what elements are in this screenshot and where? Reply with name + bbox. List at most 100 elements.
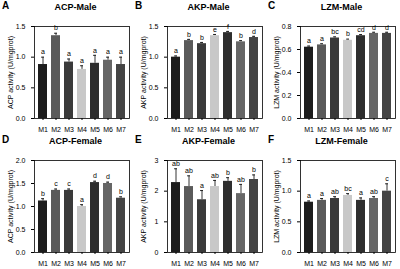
svg-text:3: 3 [155,157,159,164]
svg-text:M7: M7 [249,260,259,267]
svg-text:M4: M4 [210,260,220,267]
svg-text:1.0: 1.0 [16,203,26,210]
svg-text:0.5: 0.5 [16,84,26,91]
svg-text:M5: M5 [223,126,233,133]
svg-text:M4: M4 [210,126,220,133]
svg-text:0.0: 0.0 [149,115,159,122]
svg-text:a: a [174,47,178,54]
svg-text:0.0: 0.0 [16,115,26,122]
svg-text:d: d [106,173,110,180]
svg-text:a: a [307,37,311,44]
svg-text:M2: M2 [317,126,327,133]
svg-text:a: a [320,190,324,197]
svg-text:c: c [67,180,71,187]
svg-text:M5: M5 [90,126,100,133]
svg-text:c: c [385,175,389,182]
svg-text:M2: M2 [51,126,61,133]
svg-text:M7: M7 [382,126,392,133]
svg-text:a: a [359,189,363,196]
svg-text:a: a [80,196,84,203]
svg-text:1.0: 1.0 [282,187,292,194]
svg-text:M6: M6 [103,260,113,267]
svg-text:bc: bc [344,185,352,192]
svg-text:0.2: 0.2 [282,92,292,99]
svg-text:M7: M7 [249,126,259,133]
svg-text:2: 2 [155,187,159,194]
svg-text:LZM activity (U/mgprot): LZM activity (U/mgprot) [273,170,281,243]
svg-text:M3: M3 [330,126,340,133]
svg-text:b: b [187,31,191,38]
svg-text:a: a [67,50,71,57]
svg-text:AKP activity (U/mgprot): AKP activity (U/mgprot) [140,36,148,109]
svg-text:0: 0 [155,249,159,256]
svg-text:M2: M2 [317,260,327,267]
svg-text:a: a [41,48,45,55]
svg-text:1.5: 1.5 [16,23,26,30]
svg-text:b: b [226,169,230,176]
svg-text:0.0: 0.0 [16,249,26,256]
svg-text:M3: M3 [64,126,74,133]
svg-text:ab: ab [172,160,180,167]
svg-text:bc: bc [331,28,339,35]
svg-text:0.5: 0.5 [282,218,292,225]
svg-text:1.5: 1.5 [149,23,159,30]
svg-text:a: a [307,192,311,199]
svg-text:d: d [93,172,97,179]
svg-text:a: a [119,48,123,55]
svg-text:b: b [119,188,123,195]
svg-text:M6: M6 [369,260,379,267]
svg-text:M1: M1 [171,126,181,133]
svg-text:M6: M6 [236,126,246,133]
svg-text:M6: M6 [236,260,246,267]
svg-text:M3: M3 [330,260,340,267]
svg-text:M4: M4 [77,260,87,267]
svg-text:M3: M3 [64,260,74,267]
svg-text:M7: M7 [116,126,126,133]
svg-text:0.8: 0.8 [282,23,292,30]
svg-text:M1: M1 [38,126,48,133]
svg-text:a: a [80,57,84,64]
svg-text:0.5: 0.5 [149,84,159,91]
svg-text:M1: M1 [171,260,181,267]
svg-text:b: b [239,32,243,39]
svg-text:0.4: 0.4 [282,69,292,76]
svg-text:AKP activity (U/mgprot): AKP activity (U/mgprot) [140,170,148,243]
svg-text:M5: M5 [356,126,366,133]
svg-text:d: d [385,23,389,30]
svg-text:M1: M1 [38,260,48,267]
svg-text:M5: M5 [356,260,366,267]
svg-text:M1: M1 [304,260,314,267]
svg-text:a: a [200,182,204,189]
svg-text:b: b [41,190,45,197]
svg-text:c: c [54,180,58,187]
svg-text:M6: M6 [103,126,113,133]
svg-text:M4: M4 [343,260,353,267]
svg-text:1.0: 1.0 [149,53,159,60]
svg-text:0.0: 0.0 [282,249,292,256]
svg-text:a: a [93,47,97,54]
svg-text:2.0: 2.0 [16,157,26,164]
svg-text:d: d [372,23,376,30]
svg-text:M2: M2 [184,260,194,267]
svg-text:b: b [200,34,204,41]
svg-text:M5: M5 [90,260,100,267]
svg-text:M2: M2 [51,260,61,267]
svg-text:ab: ab [370,188,378,195]
svg-text:b: b [54,24,58,31]
svg-text:0.6: 0.6 [282,46,292,53]
svg-text:LZM activity (U/mgprot): LZM activity (U/mgprot) [273,36,281,109]
svg-text:a: a [320,35,324,42]
svg-text:1.5: 1.5 [16,180,26,187]
svg-text:0.5: 0.5 [16,226,26,233]
svg-text:M6: M6 [369,126,379,133]
svg-text:ab: ab [185,167,193,174]
svg-text:M4: M4 [343,126,353,133]
svg-text:M7: M7 [382,260,392,267]
svg-text:M3: M3 [197,260,207,267]
svg-text:b: b [252,166,256,173]
svg-text:ab: ab [237,176,245,183]
svg-text:M1: M1 [304,126,314,133]
svg-text:M2: M2 [184,126,194,133]
svg-text:M4: M4 [77,126,87,133]
svg-text:ab: ab [211,172,219,179]
